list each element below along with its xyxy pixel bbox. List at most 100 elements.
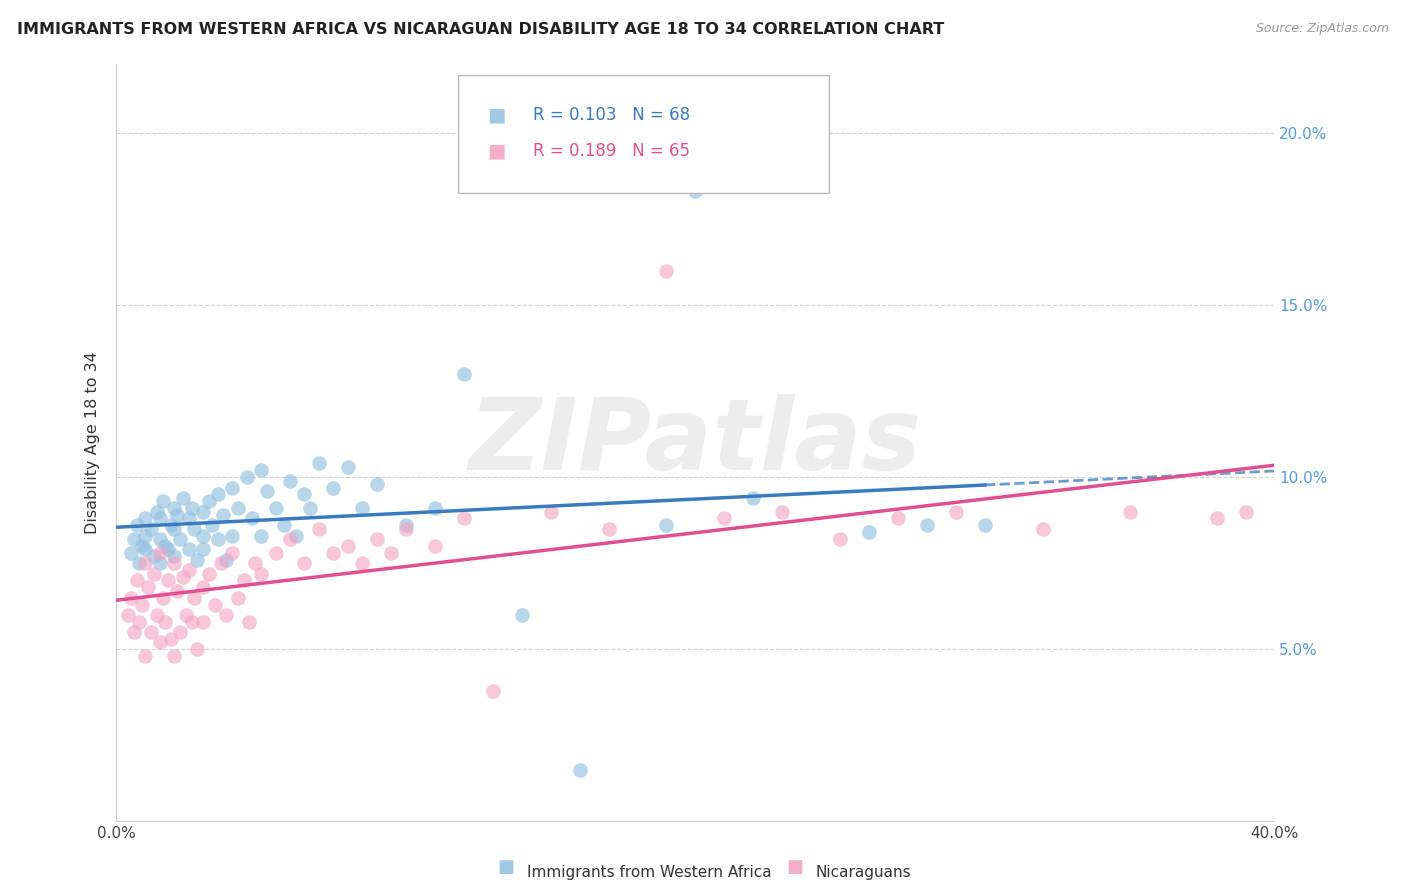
Point (172, 491, 194, 505)
Text: Nicaraguans: Nicaraguans (815, 865, 911, 880)
Point (209, 556, 232, 570)
Point (207, 532, 229, 546)
Point (177, 563, 200, 577)
Point (117, 607, 139, 622)
Text: ZIPatlas: ZIPatlas (468, 394, 922, 491)
Point (423, 501, 446, 516)
Point (149, 511, 172, 525)
Point (352, 501, 374, 516)
Point (149, 532, 172, 546)
Point (157, 574, 180, 588)
Text: R = 0.189   N = 65: R = 0.189 N = 65 (533, 142, 690, 161)
Text: ■: ■ (486, 105, 505, 124)
Point (256, 483, 278, 498)
Point (299, 501, 322, 516)
Point (1205, 511, 1227, 525)
Point (191, 542, 214, 557)
Point (830, 532, 852, 546)
Point (510, 607, 533, 622)
Point (120, 546, 142, 560)
Point (142, 549, 165, 564)
Point (186, 642, 208, 657)
Point (180, 615, 202, 629)
Point (166, 583, 188, 598)
Point (221, 529, 243, 543)
Point (1032, 522, 1054, 536)
Point (713, 511, 735, 525)
Point (568, 763, 591, 777)
Point (974, 518, 997, 533)
Point (155, 539, 177, 553)
Point (134, 649, 156, 664)
Point (149, 635, 172, 649)
Point (174, 607, 197, 622)
Point (212, 508, 235, 522)
Point (134, 542, 156, 557)
Point (598, 522, 620, 536)
Point (134, 556, 156, 570)
FancyBboxPatch shape (458, 76, 828, 193)
Point (655, 263, 678, 277)
Point (183, 591, 205, 605)
Point (858, 525, 880, 540)
Point (122, 625, 145, 640)
Point (163, 556, 186, 570)
Point (453, 367, 475, 381)
Point (180, 501, 202, 516)
Point (198, 566, 221, 581)
Point (226, 501, 249, 516)
Point (183, 522, 205, 536)
Point (273, 518, 295, 533)
Point (131, 598, 153, 612)
Point (139, 522, 162, 536)
Text: ■: ■ (486, 142, 505, 161)
Point (191, 505, 214, 519)
Text: ■: ■ (786, 858, 803, 876)
Point (152, 591, 174, 605)
Point (177, 511, 200, 525)
Point (142, 566, 165, 581)
Point (186, 553, 208, 567)
Point (169, 625, 191, 640)
Point (481, 683, 503, 698)
Y-axis label: Disability Age 18 to 34: Disability Age 18 to 34 (86, 351, 100, 534)
Point (149, 556, 172, 570)
Point (235, 470, 257, 484)
Point (215, 553, 238, 567)
Point (250, 566, 273, 581)
Point (308, 457, 330, 471)
Point (250, 529, 273, 543)
Point (191, 529, 214, 543)
Point (134, 511, 156, 525)
Point (155, 615, 177, 629)
Point (278, 474, 301, 488)
Point (264, 546, 287, 560)
Point (191, 580, 214, 594)
Point (139, 625, 162, 640)
Point (770, 505, 793, 519)
Point (204, 598, 226, 612)
Point (128, 556, 150, 570)
Point (232, 574, 254, 588)
Point (207, 487, 229, 501)
Point (146, 607, 169, 622)
Point (149, 546, 172, 560)
Point (322, 481, 344, 495)
Point (395, 522, 418, 536)
Point (177, 542, 200, 557)
Point (146, 505, 169, 519)
Point (380, 546, 402, 560)
Point (122, 532, 145, 546)
Point (128, 615, 150, 629)
Point (1234, 505, 1257, 519)
Point (226, 591, 249, 605)
Point (215, 607, 238, 622)
Point (685, 185, 707, 199)
Point (264, 501, 287, 516)
Point (284, 529, 307, 543)
Point (166, 508, 188, 522)
Point (366, 477, 388, 491)
Point (134, 529, 156, 543)
Point (945, 505, 967, 519)
Point (152, 494, 174, 508)
